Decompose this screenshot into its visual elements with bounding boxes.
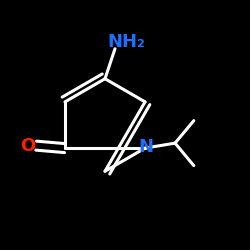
- Text: N: N: [139, 138, 154, 156]
- Text: NH₂: NH₂: [107, 34, 145, 52]
- Text: O: O: [20, 136, 35, 154]
